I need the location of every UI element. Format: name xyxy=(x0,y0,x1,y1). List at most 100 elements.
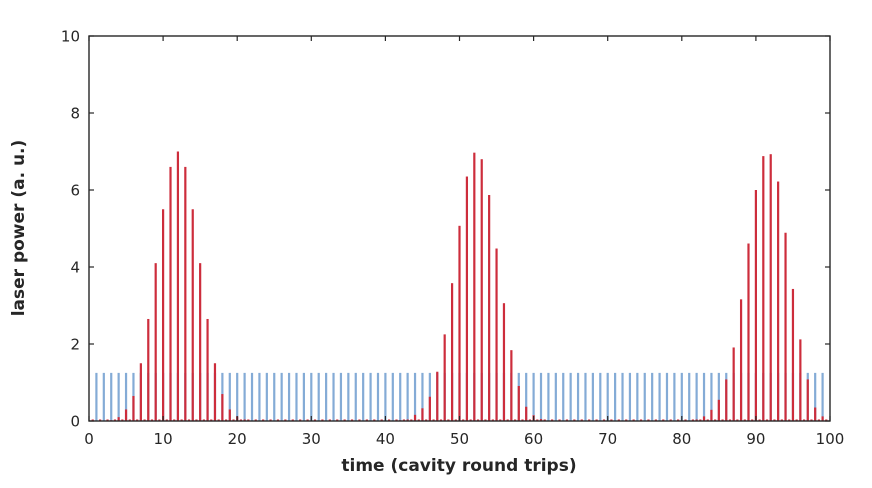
red-pulse-bar xyxy=(488,195,491,421)
blue-pulse-bar xyxy=(576,372,580,422)
red-stub-bar xyxy=(187,419,191,421)
red-stub-bar xyxy=(99,419,102,421)
red-pulse-bar xyxy=(502,303,506,421)
blue-pulse-bar xyxy=(614,372,617,422)
blue-pulse-bar xyxy=(628,372,632,422)
red-stub-bar xyxy=(269,419,272,421)
red-pulse-bar xyxy=(695,419,698,421)
blue-pulse-bar xyxy=(554,372,557,422)
blue-pulse-bar xyxy=(413,372,417,422)
blue-pulse-bar xyxy=(258,372,261,422)
y-tick-label: 2 xyxy=(70,336,80,354)
red-pulse-bar xyxy=(495,248,498,421)
red-pulse-bar xyxy=(791,288,795,421)
red-pulse-bar xyxy=(732,347,735,421)
red-pulse-bar xyxy=(169,166,172,421)
blue-pulse-bar xyxy=(325,372,328,422)
red-stub-bar xyxy=(714,419,717,421)
blue-pulse-bar xyxy=(95,372,98,422)
blue-pulse-bar xyxy=(265,372,268,422)
blue-pulse-bar xyxy=(369,372,372,422)
red-pulse-bar xyxy=(124,409,128,421)
blue-pulse-bar xyxy=(532,372,535,422)
red-stub-bar xyxy=(165,419,168,421)
blue-pulse-bar xyxy=(695,372,698,422)
y-tick-label: 8 xyxy=(70,105,80,123)
red-stub-bar xyxy=(373,419,376,421)
red-stub-bar xyxy=(721,419,724,421)
x-tick-label: 80 xyxy=(672,430,691,448)
red-pulse-bar xyxy=(480,159,483,421)
red-stub-bar xyxy=(321,419,324,421)
blue-pulse-bar xyxy=(643,372,646,422)
red-stub-bar xyxy=(773,419,776,421)
red-pulse-bar xyxy=(162,209,165,421)
red-pulse-bar xyxy=(443,334,446,422)
red-stub-bar xyxy=(736,419,739,421)
red-stub-bar xyxy=(528,419,531,421)
blue-pulse-bar xyxy=(376,372,380,422)
red-stub-bar xyxy=(121,419,124,421)
red-stub-bar xyxy=(247,419,250,421)
red-stub-bar xyxy=(276,419,280,421)
red-stub-bar xyxy=(632,419,635,421)
y-axis-label: laser power (a. u.) xyxy=(9,140,29,317)
red-pulse-bar xyxy=(458,225,461,421)
red-stub-bar xyxy=(654,419,657,421)
red-pulse-bar xyxy=(184,166,187,421)
red-stub-bar xyxy=(91,419,94,421)
blue-pulse-bar xyxy=(599,372,602,422)
y-tick-label: 0 xyxy=(70,413,80,431)
red-stub-bar xyxy=(291,419,294,421)
red-stub-bar xyxy=(706,419,709,421)
red-stub-bar xyxy=(521,419,524,421)
red-stub-bar xyxy=(454,419,457,421)
blue-pulse-bar xyxy=(547,372,550,422)
red-stub-bar xyxy=(447,419,450,421)
red-stub-bar xyxy=(336,419,339,421)
red-pulse-bar xyxy=(754,190,757,421)
blue-pulse-bar xyxy=(658,372,661,422)
red-pulse-bar xyxy=(762,156,765,421)
blue-pulse-bar xyxy=(362,372,365,422)
blue-pulse-bar xyxy=(814,372,817,422)
red-stub-bar xyxy=(536,419,539,421)
red-stub-bar xyxy=(173,419,176,421)
blue-pulse-bar xyxy=(688,372,691,422)
blue-pulse-bar xyxy=(539,372,543,422)
red-pulse-bar xyxy=(117,417,120,421)
red-stub-bar xyxy=(684,419,687,421)
red-stub-bar xyxy=(573,419,576,421)
red-pulse-bar xyxy=(739,299,743,421)
red-stub-bar xyxy=(106,419,109,421)
red-pulse-bar xyxy=(539,419,543,421)
red-stub-bar xyxy=(691,419,695,421)
red-stub-bar xyxy=(617,419,620,421)
red-stub-bar xyxy=(158,419,161,421)
red-stub-bar xyxy=(136,419,139,421)
red-stub-bar xyxy=(143,419,146,421)
x-tick-label: 100 xyxy=(816,430,845,448)
red-stub-bar xyxy=(425,419,428,421)
red-stub-bar xyxy=(306,419,309,421)
x-tick-label: 20 xyxy=(228,430,247,448)
red-pulse-bar xyxy=(428,396,431,421)
red-stub-bar xyxy=(810,419,813,421)
blue-pulse-bar xyxy=(354,372,357,422)
red-stub-bar xyxy=(795,419,798,421)
x-axis-label: time (cavity round trips) xyxy=(341,456,576,476)
red-stub-bar xyxy=(669,419,672,421)
blue-pulse-bar xyxy=(710,372,713,422)
x-tick-label: 60 xyxy=(524,430,543,448)
red-pulse-bar xyxy=(702,416,706,421)
red-stub-bar xyxy=(210,419,213,421)
blue-pulse-bar xyxy=(273,372,276,422)
red-stub-bar xyxy=(662,419,665,421)
red-stub-bar xyxy=(625,419,628,421)
blue-pulse-bar xyxy=(236,372,239,422)
red-pulse-bar xyxy=(784,232,787,421)
blue-pulse-bar xyxy=(102,372,105,422)
blue-pulse-bar xyxy=(124,372,128,422)
red-stub-bar xyxy=(232,419,235,421)
